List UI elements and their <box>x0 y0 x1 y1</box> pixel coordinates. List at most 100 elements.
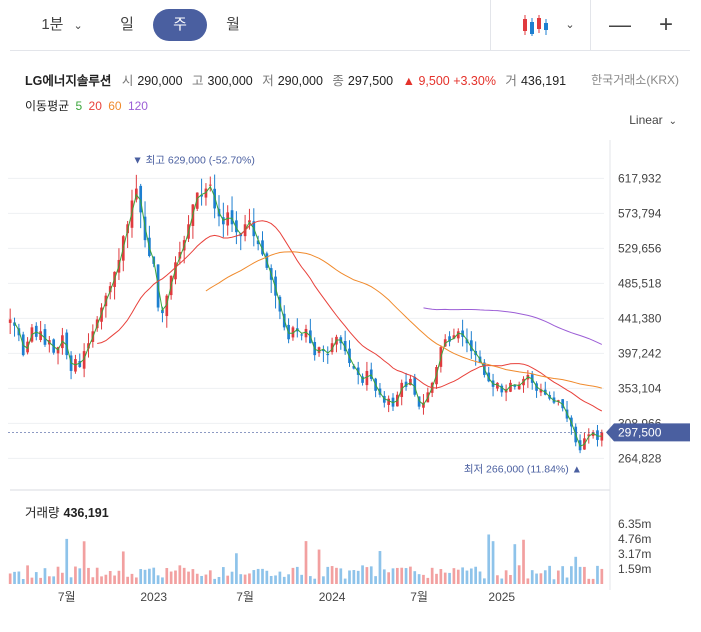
volume-bar <box>91 577 95 584</box>
interval-dropdown[interactable]: 1분 ⌄ <box>28 9 96 41</box>
high-value: 300,000 <box>207 74 253 88</box>
low-label: 저 <box>262 74 274 88</box>
volume-bar <box>448 572 451 584</box>
volume-bar <box>261 568 264 584</box>
volume-bar <box>47 576 51 584</box>
chart-type-button[interactable] <box>500 9 570 41</box>
volume-bar <box>469 568 473 584</box>
volume-last: 436,191 <box>63 506 109 520</box>
volume-bar <box>204 574 208 584</box>
scale-dropdown[interactable]: Linear ⌄ <box>629 113 677 127</box>
volume-bar <box>452 568 456 584</box>
volume-bar <box>387 572 391 584</box>
volume-bar <box>187 571 190 584</box>
candle-body <box>108 286 112 293</box>
chart-toolbar: 1분 ⌄ 일 주 월 ⌄ — + <box>10 0 690 51</box>
stock-name: LG에너지솔루션 <box>25 74 112 88</box>
open-value: 290,000 <box>137 74 183 88</box>
volume-bar <box>587 578 591 584</box>
volume-bar <box>282 576 286 584</box>
candle-body <box>600 432 604 441</box>
volume-bar <box>465 570 469 584</box>
ma-120-line <box>423 307 603 345</box>
volume-bar <box>396 567 399 584</box>
volume-bar <box>352 570 356 584</box>
close-label: 종 <box>332 74 344 88</box>
volume-bar <box>265 570 269 584</box>
candle-body <box>387 398 391 405</box>
candle-body <box>65 332 69 356</box>
volume-bar <box>100 576 103 584</box>
candle-body <box>361 376 364 383</box>
chart-type-chevron-icon[interactable]: ⌄ <box>565 19 575 31</box>
volume-bar <box>504 570 508 584</box>
candle-body <box>195 192 199 209</box>
moving-average-legend[interactable]: 이동평균 5 20 60 120 <box>25 97 151 114</box>
candle-body <box>261 240 264 255</box>
volume-bar <box>217 576 221 584</box>
volume-bar <box>556 570 560 584</box>
candle-body <box>43 329 47 345</box>
volume-bar <box>26 565 29 584</box>
volume-bar <box>583 566 586 584</box>
toolbar-divider <box>490 0 491 50</box>
volume-bar <box>208 570 212 584</box>
volume-bar <box>8 573 12 584</box>
candle-body <box>326 353 330 356</box>
candle-body <box>413 376 417 395</box>
volume-bar <box>548 565 551 584</box>
ma-60-line <box>205 251 602 389</box>
volume-bar <box>422 574 425 584</box>
candle-body <box>165 295 169 317</box>
y-tick-label: 264,828 <box>618 451 662 465</box>
ma-5-line <box>14 185 602 447</box>
volume-bar <box>78 568 82 584</box>
x-tick-label: 2025 <box>488 590 515 604</box>
volume-title: 거래량 <box>25 506 60 520</box>
candle-body <box>500 385 504 393</box>
candle-body <box>139 185 143 213</box>
volume-bar <box>113 575 116 584</box>
candle-body <box>317 347 321 353</box>
volume-bar <box>348 570 351 584</box>
volume-bar <box>61 572 64 584</box>
candle-body <box>456 331 460 339</box>
volume-bar <box>178 565 182 584</box>
volume-bar <box>191 569 195 584</box>
candle-body <box>95 319 99 329</box>
tab-day[interactable]: 일 <box>120 16 134 33</box>
minus-icon[interactable]: — <box>609 12 631 37</box>
moving-average-label: 이동평균 <box>25 99 70 113</box>
candle-body <box>587 434 591 437</box>
volume-bar <box>165 568 169 584</box>
volume-bar <box>574 556 578 584</box>
volume-bar <box>400 567 404 584</box>
change-value: ▲ 9,500 +3.30% <box>402 74 496 88</box>
candle-body <box>509 382 512 392</box>
plus-icon[interactable]: + <box>658 11 673 38</box>
scale-label: Linear <box>629 113 663 127</box>
tab-week[interactable]: 주 <box>153 9 207 41</box>
volume-bar <box>374 576 377 584</box>
volume-bar <box>148 568 151 584</box>
candle-body <box>596 430 599 440</box>
current-price-label: 297,500 <box>618 425 662 439</box>
high-label: 고 <box>192 74 204 88</box>
volume-bar <box>474 566 478 584</box>
candle-body <box>82 351 86 369</box>
x-tick-label: 2024 <box>319 590 346 604</box>
y-tick-label: 353,104 <box>618 381 662 395</box>
chevron-down-icon: ⌄ <box>668 116 677 127</box>
volume-bar <box>256 568 260 584</box>
volume-tick-label: 4.76m <box>618 532 651 546</box>
tab-month[interactable]: 월 <box>226 16 240 33</box>
y-tick-label: 397,242 <box>618 346 662 360</box>
volume-bar <box>461 567 464 584</box>
open-label: 시 <box>121 74 134 88</box>
x-tick-label: 7월 <box>410 590 428 604</box>
candle-body <box>248 220 251 223</box>
volume-bar <box>87 567 90 584</box>
volume-bar <box>539 573 543 584</box>
volume-bar <box>535 573 538 584</box>
